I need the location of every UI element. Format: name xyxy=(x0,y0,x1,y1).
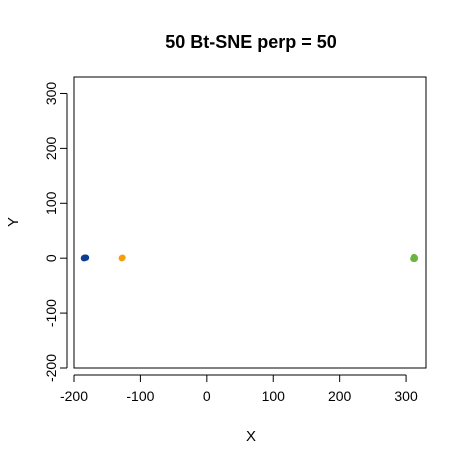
y-tick-label: 0 xyxy=(43,254,59,262)
y-tick-label: 300 xyxy=(43,82,59,106)
data-points xyxy=(80,253,418,262)
data-point xyxy=(411,255,418,262)
x-tick-label: 0 xyxy=(203,388,211,404)
y-tick-label: -200 xyxy=(43,354,59,382)
x-tick-label: 100 xyxy=(262,388,286,404)
x-axis: -200 -100 0 100 200 300 xyxy=(60,374,418,404)
plot-frame xyxy=(73,76,427,369)
y-axis: -200 -100 0 100 200 300 xyxy=(43,82,68,382)
y-tick-label: 200 xyxy=(43,136,59,160)
x-axis-label: X xyxy=(246,428,256,445)
y-tick-label: -100 xyxy=(43,299,59,327)
chart-title: 50 Bt-SNE perp = 50 xyxy=(165,32,337,52)
x-tick-label: -200 xyxy=(60,388,88,404)
y-axis-label: Y xyxy=(5,217,22,227)
x-tick-label: -100 xyxy=(126,388,154,404)
data-point xyxy=(80,254,88,262)
x-tick-label: 300 xyxy=(394,388,418,404)
data-point xyxy=(119,254,126,261)
y-tick-label: 100 xyxy=(43,191,59,215)
x-tick-label: 200 xyxy=(328,388,352,404)
